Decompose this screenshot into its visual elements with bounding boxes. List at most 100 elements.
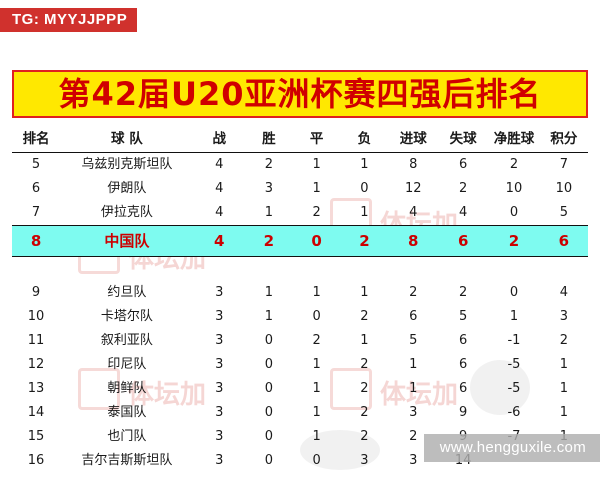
cell-played: 4	[193, 201, 245, 226]
cell-goals-against: 6	[438, 225, 489, 257]
cell-played: 3	[215, 356, 224, 372]
cell-lost: 2	[360, 356, 369, 372]
table-header: 排名 球 队 战 胜 平 负 进球 失球 净胜球 积分	[12, 126, 588, 153]
header-goals-for: 进球	[399, 131, 427, 147]
cell-goal-diff: 0	[488, 201, 540, 226]
cell-played: 3	[215, 308, 224, 324]
cell-rank: 14	[27, 404, 45, 420]
header-row: 排名 球 队 战 胜 平 负 进球 失球 净胜球 积分	[12, 126, 588, 153]
row-spacer	[12, 257, 588, 281]
cell-won: 0	[264, 356, 273, 372]
cell-won: 0	[264, 332, 273, 348]
cell-goal-diff: -5	[507, 380, 521, 396]
cell-rank: 12	[27, 356, 45, 372]
cell-drawn: 1	[312, 284, 321, 300]
table-row: 10 卡塔尔队 3 1 0 2 6 5 1 3	[12, 305, 588, 329]
cell-played: 3	[215, 404, 224, 420]
cell-goals-against: 2	[459, 284, 468, 300]
cell-points: 6	[539, 225, 588, 257]
cell-goals-against: 6	[459, 332, 468, 348]
cell-played: 3	[215, 452, 224, 468]
header-won: 胜	[262, 131, 276, 147]
cell-goals-for: 3	[409, 404, 418, 420]
cell-team: 伊朗队	[107, 181, 147, 196]
cell-drawn: 1	[312, 181, 321, 196]
cell-won: 0	[264, 380, 273, 396]
cell-team: 约旦队	[107, 284, 147, 300]
cell-drawn: 2	[312, 332, 321, 348]
cell-team: 卡塔尔队	[100, 308, 153, 324]
header-team: 球 队	[111, 131, 143, 147]
page-title: 第42届U20亚洲杯赛四强后排名	[58, 75, 542, 113]
cell-rank: 13	[27, 380, 45, 396]
table-row: 13 朝鲜队 3 0 1 2 1 6 -5 1	[12, 377, 588, 401]
header-played: 战	[212, 131, 227, 147]
cell-goals-for: 2	[409, 284, 418, 300]
cell-goals-for: 1	[409, 356, 418, 372]
cell-goals-for: 1	[409, 380, 418, 396]
cell-team: 也门队	[107, 428, 147, 444]
cell-won: 1	[264, 284, 273, 300]
spacer-cell	[12, 257, 588, 281]
cell-goals-for: 12	[404, 181, 422, 196]
cell-drawn: 0	[312, 452, 321, 468]
cell-drawn: 1	[312, 404, 321, 420]
cell-points: 1	[559, 404, 569, 420]
cell-team: 伊拉克队	[60, 201, 194, 226]
table-row: 11 叙利亚队 3 0 2 1 5 6 -1 2	[12, 329, 588, 353]
table-row-highlighted: 8 中国队 4 2 0 2 8 6 2 6	[12, 225, 588, 257]
cell-points: 1	[559, 356, 569, 372]
cell-goal-diff: 2	[488, 225, 540, 257]
cell-rank: 16	[27, 452, 45, 468]
cell-points: 1	[559, 380, 569, 396]
cell-lost: 2	[340, 225, 389, 257]
cell-goals-against: 6	[459, 157, 468, 172]
cell-rank: 6	[31, 181, 41, 196]
cell-lost: 3	[360, 452, 369, 468]
header-points: 积分	[550, 131, 578, 147]
table-row: 12 印尼队 3 0 1 2 1 6 -5 1	[12, 353, 588, 377]
table-row: 7 伊拉克队 4 1 2 1 4 4 0 5	[12, 201, 588, 226]
cell-goal-diff: 1	[509, 308, 519, 324]
cell-won: 3	[264, 181, 273, 196]
cell-team: 叙利亚队	[100, 332, 153, 348]
table-body: 5 乌兹别克斯坦队 4 2 1 1 8 6 2 7 6 伊朗队 4 3 1	[12, 153, 588, 473]
cell-team: 泰国队	[107, 404, 147, 420]
table-row: 5 乌兹别克斯坦队 4 2 1 1 8 6 2 7	[12, 153, 588, 178]
cell-goals-for: 8	[388, 225, 439, 257]
cell-lost: 2	[360, 404, 369, 420]
cell-goals-against: 9	[459, 404, 468, 420]
cell-points: 4	[559, 284, 569, 300]
cell-goals-against: 2	[459, 181, 468, 196]
cell-points: 10	[555, 181, 573, 196]
cell-team: 朝鲜队	[107, 380, 147, 396]
cell-points: 7	[559, 157, 569, 172]
cell-goals-for: 4	[388, 201, 439, 226]
cell-lost: 2	[360, 380, 369, 396]
site-watermark: www.hengguxile.com	[423, 434, 600, 462]
cell-drawn: 1	[312, 380, 321, 396]
cell-rank: 10	[27, 308, 45, 324]
cell-rank: 7	[12, 201, 61, 226]
header-rank: 排名	[22, 131, 50, 147]
cell-goals-against: 5	[459, 308, 468, 324]
table-row: 14 泰国队 3 0 1 2 3 9 -6 1	[12, 401, 588, 425]
cell-points: 2	[559, 332, 569, 348]
cell-points: 5	[539, 201, 588, 226]
scan-artifact	[470, 360, 530, 415]
cell-won: 0	[264, 452, 273, 468]
cell-team: 印尼队	[107, 356, 147, 372]
cell-goals-for: 3	[409, 452, 418, 468]
cell-rank: 8	[12, 225, 61, 257]
cell-lost: 2	[360, 428, 369, 444]
cell-drawn: 0	[312, 308, 321, 324]
cell-goal-diff: 10	[505, 181, 523, 196]
cell-played: 4	[215, 157, 224, 172]
cell-played: 3	[215, 284, 224, 300]
cell-goals-against: 6	[459, 356, 468, 372]
title-banner: 第42届U20亚洲杯赛四强后排名	[12, 70, 588, 118]
cell-won: 2	[264, 157, 273, 172]
standings-table: 排名 球 队 战 胜 平 负 进球 失球 净胜球 积分 5 乌兹别克斯坦队 4	[12, 126, 588, 473]
cell-rank: 15	[27, 428, 45, 444]
